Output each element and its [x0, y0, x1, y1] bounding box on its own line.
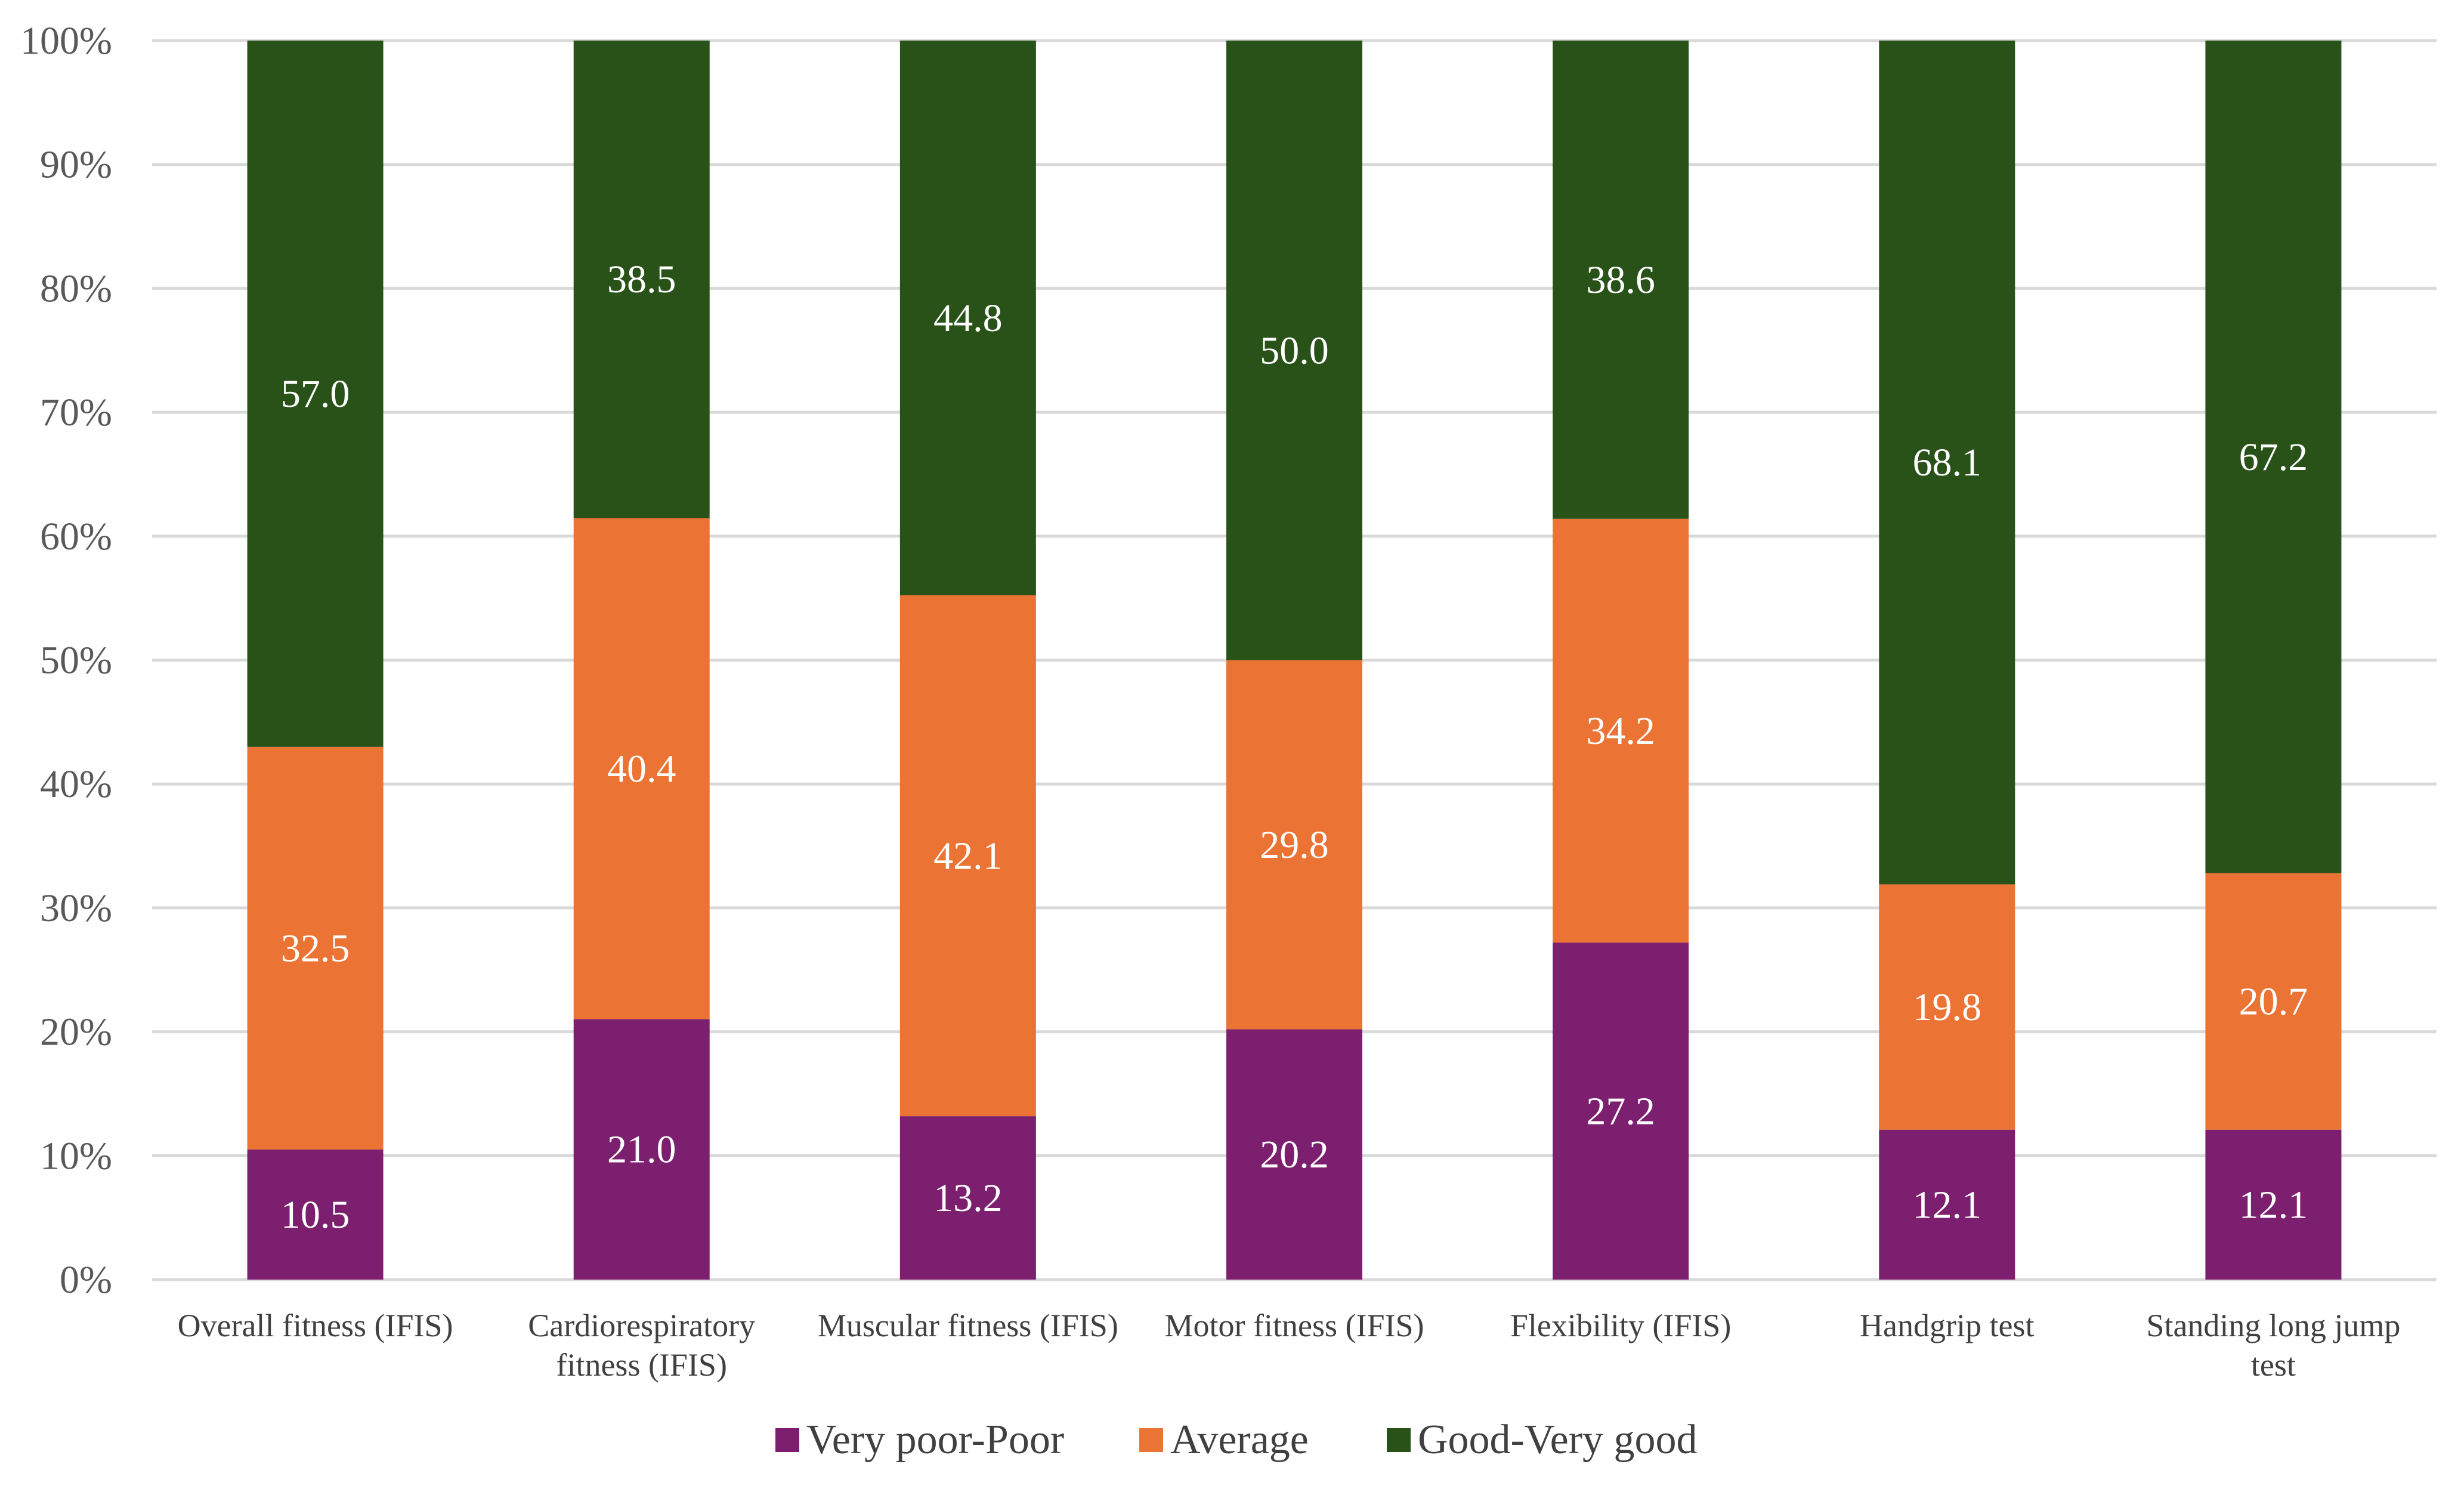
bar-segment	[1879, 41, 2015, 885]
data-label: 32.5	[281, 926, 350, 970]
x-category-label: Muscular fitness (IFIS)	[818, 1308, 1118, 1343]
bar-segment	[899, 595, 1036, 1117]
legend-swatch	[1387, 1428, 1411, 1452]
data-label: 50.0	[1260, 329, 1329, 372]
legend-label: Very poor-Poor	[806, 1417, 1064, 1463]
y-tick-label: 10%	[40, 1134, 112, 1178]
y-tick-label: 90%	[40, 143, 112, 187]
legend-label: Good-Very good	[1418, 1417, 1698, 1463]
bar-segment	[2205, 873, 2342, 1130]
data-label: 68.1	[1913, 441, 1982, 484]
bar-segment	[899, 1116, 1036, 1280]
data-label: 44.8	[933, 296, 1003, 340]
legend-swatch	[775, 1428, 799, 1452]
bar-segment	[247, 41, 384, 747]
data-label: 42.1	[933, 834, 1003, 878]
x-category-label: Flexibility (IFIS)	[1510, 1308, 1732, 1343]
legend-swatch	[1139, 1428, 1163, 1452]
y-axis-ticks: 0% 10% 20% 30% 40% 50% 60% 70% 80% 90% 100%	[20, 19, 112, 1302]
bar-segment	[1553, 943, 1689, 1280]
legend-label: Average	[1170, 1417, 1309, 1463]
y-tick-label: 70%	[40, 391, 112, 434]
x-category-label: Overall fitness (IFIS)	[178, 1308, 453, 1343]
bar-segment	[899, 41, 1036, 595]
bars	[247, 41, 2342, 1280]
data-label: 12.1	[2239, 1183, 2308, 1227]
bar-segment	[573, 518, 710, 1019]
data-label: 40.4	[607, 747, 676, 790]
data-label: 38.5	[607, 258, 676, 301]
bar-segment	[1879, 884, 2015, 1130]
y-tick-label: 50%	[40, 639, 112, 682]
bar-segment	[1553, 518, 1689, 943]
bar-segment	[573, 1019, 710, 1280]
bar-segment	[2205, 1129, 2342, 1280]
data-labels: 10.5 32.5 57.0 21.0 40.4 38.5 13.2 42.1 44.8 20.2…	[281, 258, 2308, 1237]
data-label: 38.6	[1586, 258, 1655, 302]
bar-segment	[247, 746, 384, 1150]
data-label: 21.0	[607, 1128, 676, 1172]
y-tick-label: 0%	[60, 1258, 112, 1302]
y-tick-label: 60%	[40, 515, 112, 558]
bar-segment	[1226, 41, 1362, 660]
data-label: 57.0	[281, 372, 350, 416]
x-axis-categories: Overall fitness (IFIS) Cardiorespiratory f…	[178, 1308, 2401, 1383]
bar-segment	[573, 41, 710, 518]
y-tick-label: 20%	[40, 1011, 112, 1054]
y-tick-label: 30%	[40, 886, 112, 930]
y-tick-label: 40%	[40, 762, 112, 806]
x-category-label: fitness (IFIS)	[556, 1347, 726, 1383]
bar-segment	[1226, 660, 1362, 1030]
data-label: 27.2	[1586, 1090, 1655, 1133]
x-category-label: Standing long jump	[2146, 1308, 2400, 1343]
data-label: 13.2	[933, 1176, 1003, 1220]
data-label: 34.2	[1586, 709, 1655, 753]
data-label: 12.1	[1913, 1183, 1982, 1227]
bar-segment	[2205, 41, 2342, 873]
x-category-label: test	[2251, 1347, 2296, 1383]
bar-segment	[247, 1149, 384, 1280]
bar-segment	[1226, 1029, 1362, 1280]
data-label: 29.8	[1260, 823, 1329, 867]
data-label: 67.2	[2239, 435, 2308, 479]
x-category-label: Motor fitness (IFIS)	[1165, 1308, 1424, 1343]
y-tick-label: 80%	[40, 267, 112, 310]
data-label: 10.5	[281, 1193, 350, 1237]
x-category-label: Handgrip test	[1860, 1308, 2034, 1343]
legend: Very poor-Poor Average Good-Very good	[775, 1417, 1698, 1463]
data-label: 20.7	[2239, 980, 2308, 1024]
bar-segment	[1879, 1129, 2015, 1280]
y-tick-label: 100%	[20, 19, 112, 63]
x-category-label: Cardiorespiratory	[528, 1308, 755, 1343]
data-label: 20.2	[1260, 1133, 1329, 1176]
bar-segment	[1553, 41, 1689, 519]
data-label: 19.8	[1913, 985, 1982, 1029]
